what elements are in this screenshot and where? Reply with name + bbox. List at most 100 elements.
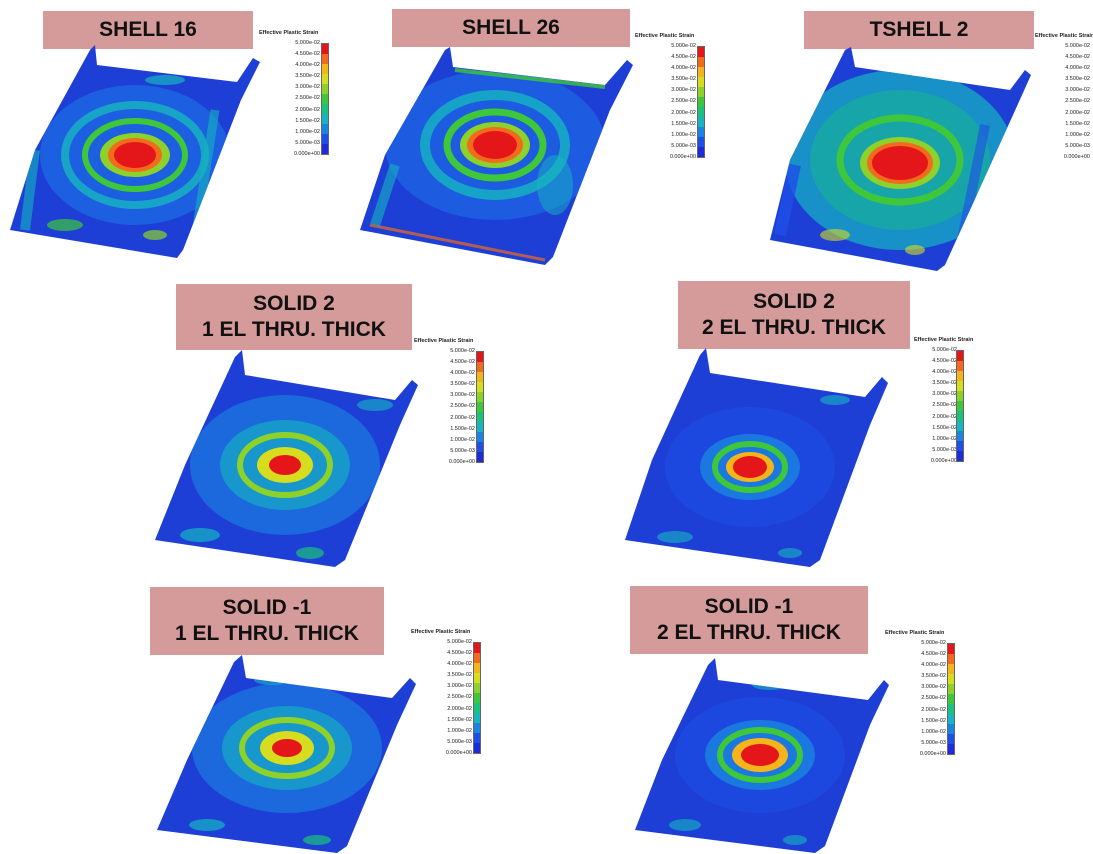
legend-title: Effective Plastic Strain [1035,33,1093,39]
strain-contour-plate [360,47,633,265]
legend-value: 4.000e-02 [1065,65,1090,72]
legend-value: 3.500e-02 [447,672,472,679]
strain-contour-plate [635,658,889,853]
legend-value: 2.500e-02 [932,402,957,409]
legend-value: 2.500e-02 [450,403,475,410]
label-line-2: 2 EL THRU. THICK [657,621,841,644]
legend-value: 1.500e-02 [295,117,320,124]
legend-value: 2.500e-02 [447,694,472,701]
legend-color-bar [956,350,964,462]
legend-value: 3.500e-02 [295,73,320,80]
legend-color-bar [321,43,329,155]
legend-values: 5.000e-02 4.500e-02 4.000e-02 3.500e-02 3.00… [888,638,946,760]
legend-value: 4.500e-02 [921,651,946,658]
panel-label: SOLID -1 2 EL THRU. THICK [630,586,868,654]
legend-value: 5.000e-03 [447,738,472,745]
panel-label: TSHELL 2 [804,11,1034,49]
legend: Effective Plastic Strain 5.000e-02 4.500e… [259,30,339,157]
legend-value: 2.000e-02 [295,106,320,113]
legend-value: 3.500e-02 [932,380,957,387]
legend-value: 3.000e-02 [671,87,696,94]
legend-value: 2.000e-02 [447,705,472,712]
legend-values: 5.000e-02 4.500e-02 4.000e-02 3.500e-02 3.00… [417,346,475,468]
legend: Effective Plastic Strain 5.000e-02 4.500e… [411,629,491,756]
label-line-1: SOLID 2 [253,292,335,315]
legend: Effective Plastic Strain 5.000e-02 4.500e… [1035,33,1093,160]
legend-value: 4.000e-02 [932,369,957,376]
legend-value: 4.500e-02 [447,650,472,657]
legend-value: 0.000e+00 [919,750,946,757]
legend-title: Effective Plastic Strain [635,33,695,39]
legend-value: 5.000e-03 [1065,142,1090,149]
legend: Effective Plastic Strain 5.000e-02 4.500e… [635,33,715,160]
legend-value: 0.000e+00 [293,150,320,157]
label-line-1: SHELL 16 [99,18,197,41]
legend: Effective Plastic Strain 5.000e-02 4.500e… [414,338,494,465]
legend-values: 5.000e-02 4.500e-02 4.000e-02 3.500e-02 3.00… [917,345,957,467]
legend-value: 1.000e-02 [447,727,472,734]
legend-color-bar [476,351,484,463]
legend-title: Effective Plastic Strain [411,629,471,635]
legend-value: 4.000e-02 [671,65,696,72]
legend-value: 2.000e-02 [671,109,696,116]
legend-value: 3.500e-02 [671,76,696,83]
legend-value: 5.000e-02 [295,40,320,46]
legend-value: 2.500e-02 [921,695,946,702]
legend-value: 4.000e-02 [921,662,946,669]
legend-value: 1.000e-02 [1065,131,1090,138]
legend-value: 5.000e-02 [1065,43,1090,49]
legend-value: 0.000e+00 [1063,153,1090,160]
strain-contour-plate [157,655,416,853]
legend-color-bar [473,642,481,754]
legend-color-bar [697,46,705,158]
legend-value: 1.000e-02 [921,728,946,735]
label-line-1: SOLID 2 [753,290,835,313]
legend-value: 5.000e-02 [921,640,946,646]
legend-value: 1.000e-02 [450,436,475,443]
legend-value: 3.000e-02 [1065,87,1090,94]
legend-value: 4.500e-02 [295,51,320,58]
legend-value: 4.000e-02 [447,661,472,668]
legend-value: 5.000e-03 [450,447,475,454]
legend-value: 2.000e-02 [1065,109,1090,116]
legend-value: 3.000e-02 [932,391,957,398]
legend-value: 4.500e-02 [1065,54,1090,61]
legend-value: 0.000e+00 [669,153,696,160]
legend-value: 2.000e-02 [932,413,957,420]
legend: Effective Plastic Strain 5.000e-02 4.500e… [914,337,994,464]
legend-value: 1.500e-02 [1065,120,1090,127]
legend-value: 3.500e-02 [921,673,946,680]
label-line-1: SHELL 26 [462,16,560,39]
legend-value: 1.500e-02 [932,424,957,431]
legend-value: 5.000e-03 [295,139,320,146]
legend-value: 5.000e-02 [932,347,957,353]
legend-values: 5.000e-02 4.500e-02 4.000e-02 3.500e-02 3.00… [1038,41,1090,163]
legend-value: 1.000e-02 [932,435,957,442]
legend-value: 5.000e-03 [932,446,957,453]
legend-value: 3.000e-02 [447,683,472,690]
legend-value: 3.000e-02 [450,392,475,399]
legend-value: 1.000e-02 [671,131,696,138]
legend-value: 3.000e-02 [295,84,320,91]
strain-contour-plate [625,348,888,567]
legend-value: 3.000e-02 [921,684,946,691]
legend-value: 4.000e-02 [295,62,320,69]
legend-value: 2.500e-02 [671,98,696,105]
legend-value: 0.000e+00 [448,458,475,465]
panel-label: SOLID -1 1 EL THRU. THICK [150,587,384,655]
legend-title: Effective Plastic Strain [414,338,474,344]
legend-values: 5.000e-02 4.500e-02 4.000e-02 3.500e-02 3.00… [262,38,320,160]
label-line-1: SOLID -1 [704,595,794,618]
strain-contour-plate [155,350,418,567]
panel-label: SHELL 26 [392,9,630,47]
legend-value: 1.500e-02 [450,425,475,432]
legend-value: 1.500e-02 [671,120,696,127]
strain-contour-plate [10,45,260,258]
legend: Effective Plastic Strain 5.000e-02 4.500e… [885,630,965,757]
legend-value: 0.000e+00 [445,749,472,756]
legend-values: 5.000e-02 4.500e-02 4.000e-02 3.500e-02 3.00… [414,637,472,759]
panel-label: SOLID 2 2 EL THRU. THICK [678,281,910,349]
legend-value: 0.000e+00 [930,457,957,464]
legend-value: 3.500e-02 [450,381,475,388]
legend-value: 5.000e-02 [447,639,472,645]
